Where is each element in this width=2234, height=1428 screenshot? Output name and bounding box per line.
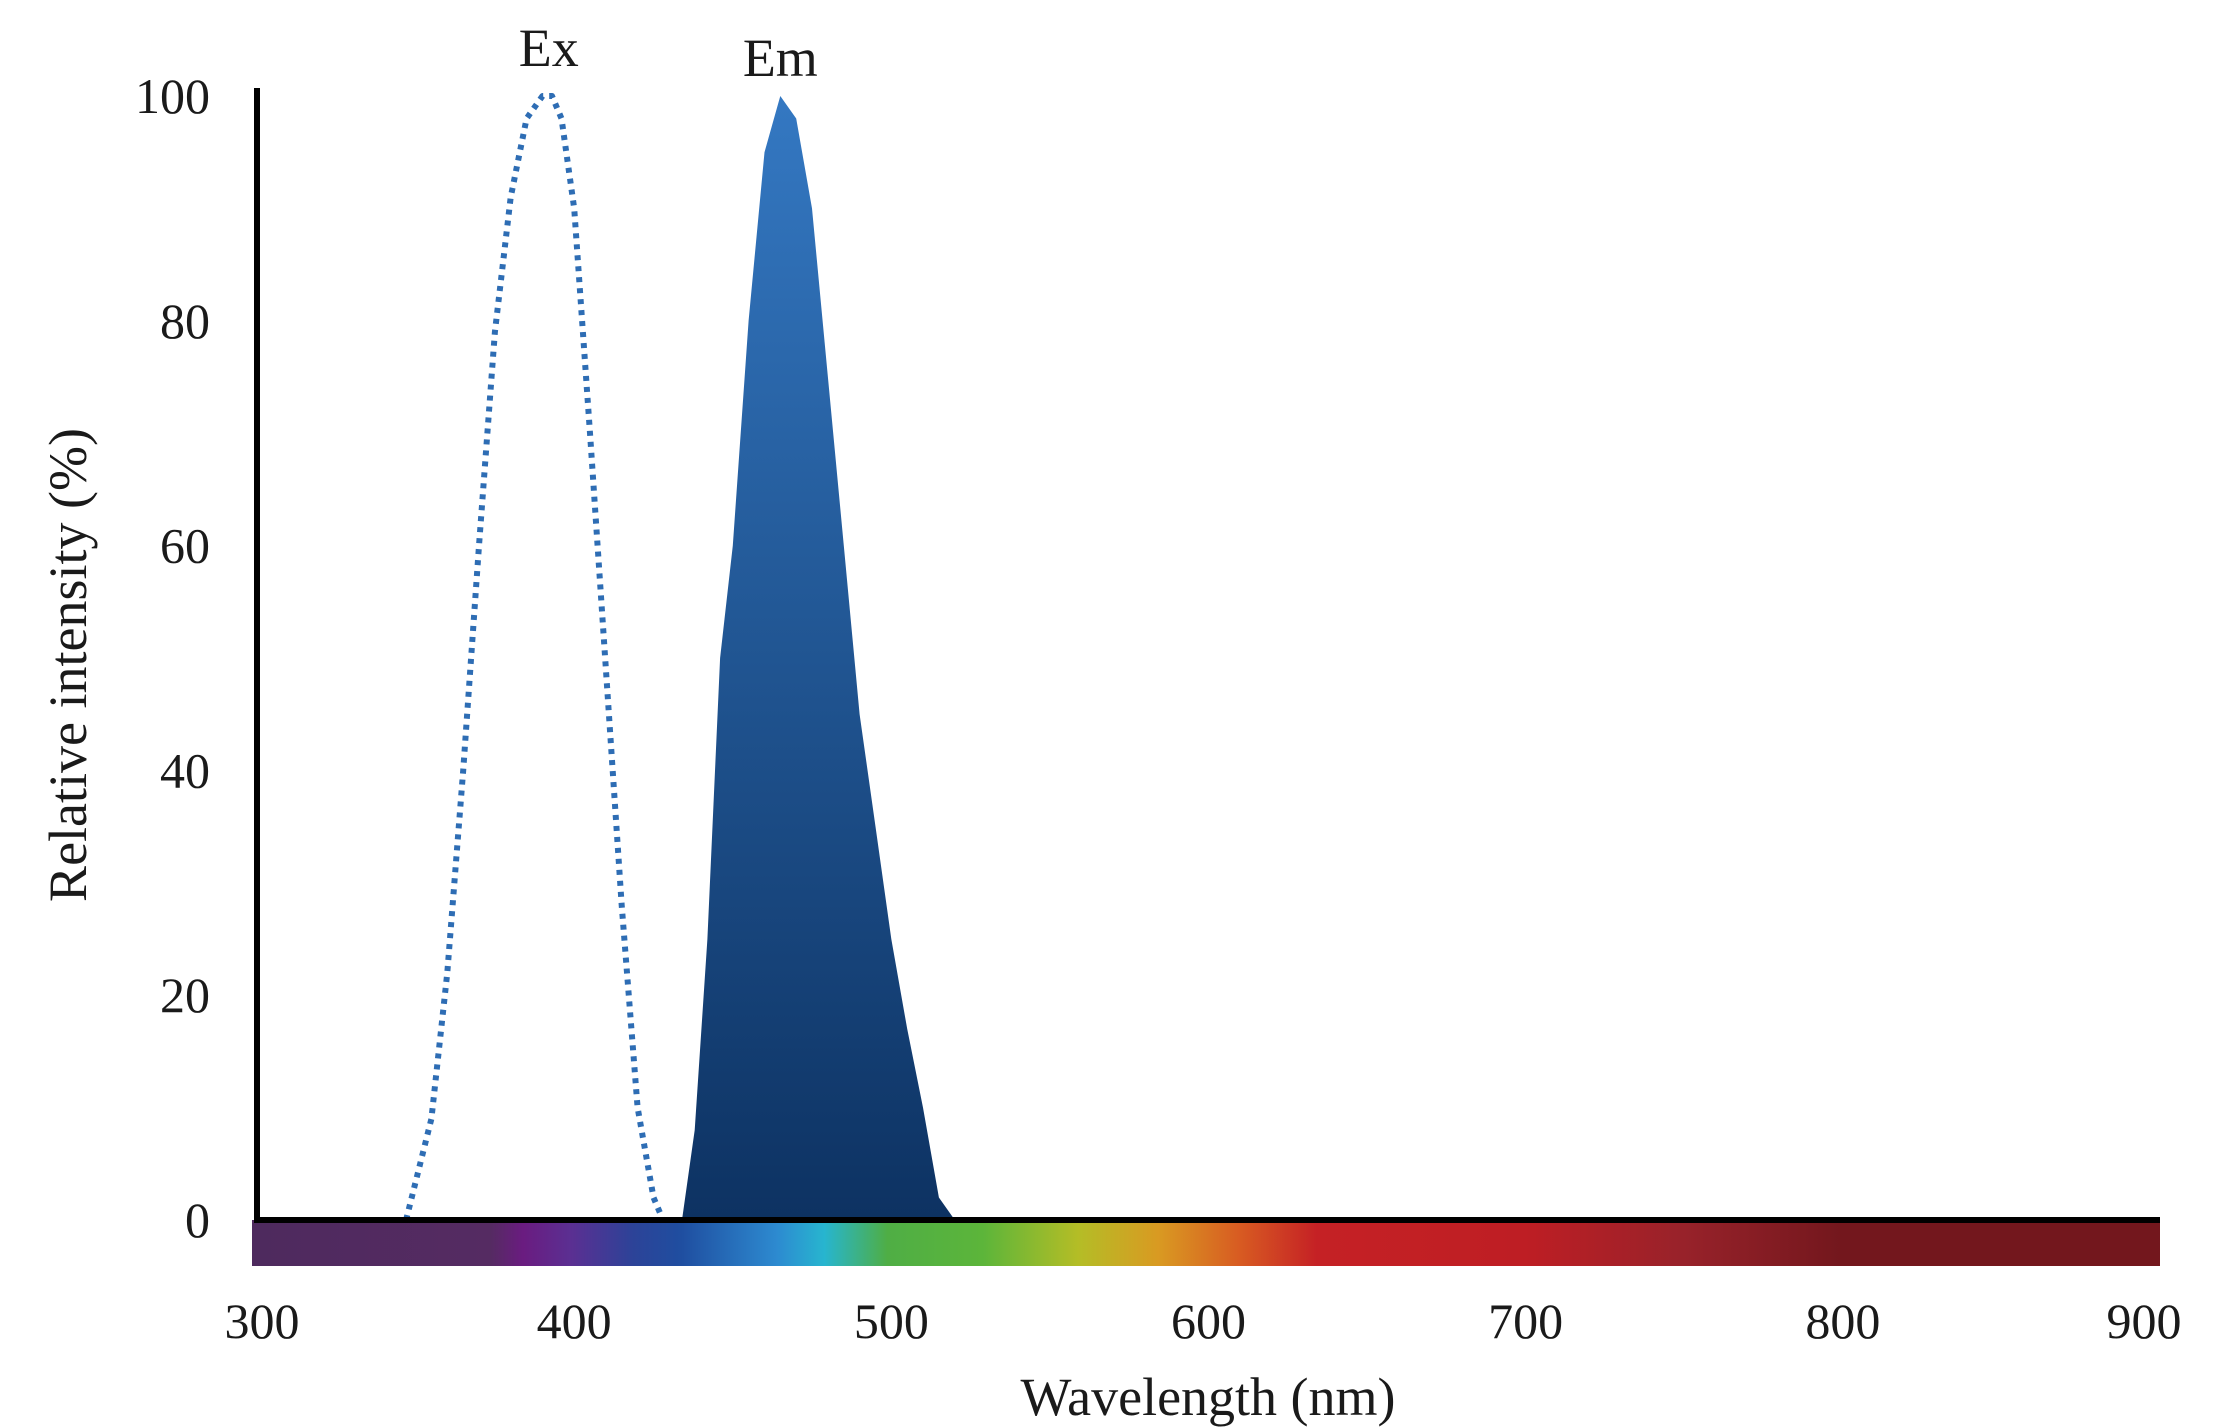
y-axis-title: Relative intensity (%) bbox=[38, 428, 98, 902]
y-tick-labels: 0 20 40 60 80 100 bbox=[135, 68, 210, 1248]
x-axis-title: Wavelength (nm) bbox=[1020, 1367, 1395, 1427]
y-tick-label-60: 60 bbox=[160, 518, 210, 574]
y-tick-label-100: 100 bbox=[135, 68, 210, 124]
x-tick-label-800: 800 bbox=[1805, 1293, 1880, 1349]
y-tick-label-40: 40 bbox=[160, 742, 210, 798]
x-tick-labels: 300 400 500 600 700 800 900 bbox=[225, 1293, 2182, 1349]
ex-series-line bbox=[403, 93, 666, 1222]
ex-series-label: Ex bbox=[519, 18, 579, 78]
ex-line-layer bbox=[403, 93, 666, 1222]
y-tick-label-20: 20 bbox=[160, 967, 210, 1023]
spectrum-color-bar bbox=[252, 1220, 2160, 1266]
em-area-layer bbox=[682, 96, 971, 1220]
y-tick-label-80: 80 bbox=[160, 293, 210, 349]
x-tick-label-500: 500 bbox=[854, 1293, 929, 1349]
em-series-label: Em bbox=[743, 28, 818, 88]
x-tick-label-300: 300 bbox=[225, 1293, 300, 1349]
y-tick-label-0: 0 bbox=[185, 1192, 210, 1248]
x-tick-label-700: 700 bbox=[1488, 1293, 1563, 1349]
em-series-area bbox=[682, 96, 971, 1220]
x-tick-label-600: 600 bbox=[1171, 1293, 1246, 1349]
x-tick-label-900: 900 bbox=[2107, 1293, 2182, 1349]
x-tick-label-400: 400 bbox=[537, 1293, 612, 1349]
